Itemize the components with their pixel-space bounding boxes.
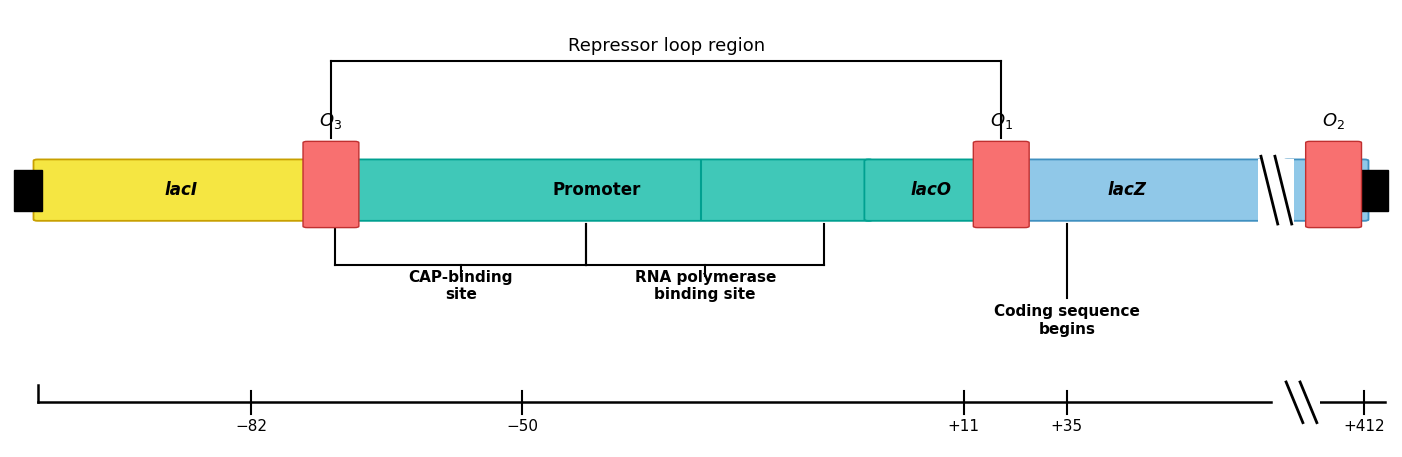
Text: $\it{O}_{1}$: $\it{O}_{1}$ (990, 112, 1012, 132)
Bar (1360, 170, 1388, 211)
Text: RNA polymerase
binding site: RNA polymerase binding site (635, 270, 775, 303)
Text: CAP-binding
site: CAP-binding site (408, 270, 513, 303)
Text: lacO: lacO (911, 181, 952, 199)
FancyBboxPatch shape (1283, 159, 1368, 221)
Text: Promoter: Promoter (552, 181, 641, 199)
Text: Coding sequence
begins: Coding sequence begins (994, 304, 1140, 337)
FancyBboxPatch shape (34, 159, 328, 221)
Bar (1283, 382, 1319, 423)
Text: lacZ: lacZ (1108, 181, 1147, 199)
Text: +412: +412 (1343, 419, 1385, 434)
Text: Repressor loop region: Repressor loop region (568, 37, 764, 55)
FancyBboxPatch shape (973, 141, 1029, 228)
Text: −50: −50 (506, 419, 538, 434)
Text: −82: −82 (236, 419, 268, 434)
FancyBboxPatch shape (990, 159, 1263, 221)
Text: $\it{O}_{3}$: $\it{O}_{3}$ (320, 112, 342, 132)
Bar (1258, 159, 1294, 222)
Text: +11: +11 (948, 419, 980, 434)
Bar (14, 170, 42, 211)
FancyBboxPatch shape (1305, 141, 1361, 228)
Text: lacI: lacI (164, 181, 198, 199)
Text: +35: +35 (1052, 419, 1082, 434)
Text: $\it{O}_{2}$: $\it{O}_{2}$ (1322, 112, 1345, 132)
FancyBboxPatch shape (320, 159, 873, 221)
FancyBboxPatch shape (303, 141, 359, 228)
FancyBboxPatch shape (865, 159, 998, 221)
